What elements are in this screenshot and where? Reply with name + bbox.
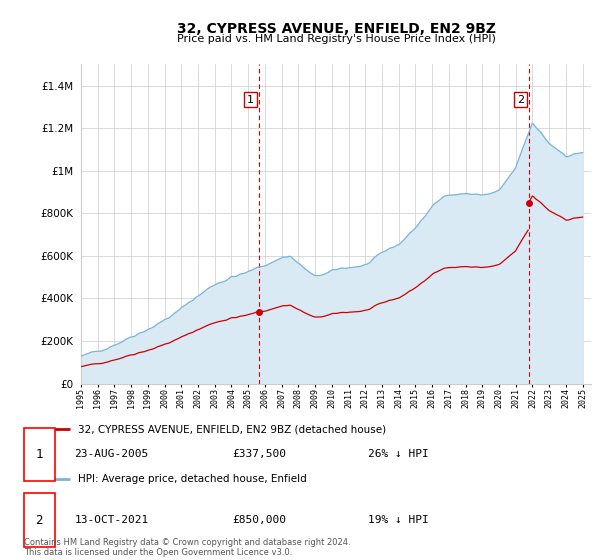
Text: HPI: Average price, detached house, Enfield: HPI: Average price, detached house, Enfi… — [78, 474, 307, 484]
Text: 26% ↓ HPI: 26% ↓ HPI — [368, 449, 428, 459]
Text: Contains HM Land Registry data © Crown copyright and database right 2024.: Contains HM Land Registry data © Crown c… — [24, 538, 350, 547]
FancyBboxPatch shape — [23, 428, 55, 481]
Text: 1: 1 — [247, 95, 254, 105]
FancyBboxPatch shape — [23, 493, 55, 547]
Text: 2: 2 — [517, 95, 524, 105]
Text: 13-OCT-2021: 13-OCT-2021 — [74, 515, 149, 525]
Text: 1: 1 — [35, 447, 43, 461]
Text: £337,500: £337,500 — [232, 449, 286, 459]
Text: Price paid vs. HM Land Registry's House Price Index (HPI): Price paid vs. HM Land Registry's House … — [176, 34, 496, 44]
Text: 2: 2 — [35, 514, 43, 526]
Text: 32, CYPRESS AVENUE, ENFIELD, EN2 9BZ (detached house): 32, CYPRESS AVENUE, ENFIELD, EN2 9BZ (de… — [78, 424, 386, 435]
Text: This data is licensed under the Open Government Licence v3.0.: This data is licensed under the Open Gov… — [24, 548, 292, 557]
Text: 19% ↓ HPI: 19% ↓ HPI — [368, 515, 428, 525]
Text: 23-AUG-2005: 23-AUG-2005 — [74, 449, 149, 459]
Text: £850,000: £850,000 — [232, 515, 286, 525]
Text: 32, CYPRESS AVENUE, ENFIELD, EN2 9BZ: 32, CYPRESS AVENUE, ENFIELD, EN2 9BZ — [176, 22, 496, 36]
